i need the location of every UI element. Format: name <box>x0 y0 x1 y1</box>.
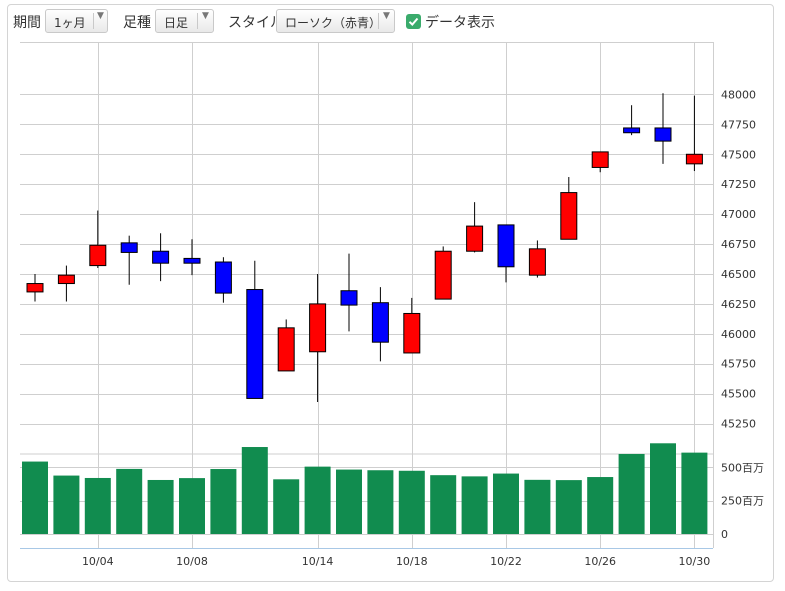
date-tick-label: 10/04 <box>82 555 114 568</box>
price-tick-label: 45500 <box>721 388 756 401</box>
interval-select[interactable]: 日足 ▼ <box>155 9 214 33</box>
volume-bar <box>336 469 362 534</box>
price-tick-label: 45750 <box>721 358 756 371</box>
volume-bar <box>681 452 708 534</box>
candle-down <box>623 127 641 134</box>
candle-up <box>26 283 44 293</box>
volume-bar <box>22 461 48 534</box>
volume-axis-ticks: 0 250百万 500百万 <box>721 461 764 541</box>
volume-bar <box>147 479 174 534</box>
date-tick-label: 10/08 <box>176 555 208 568</box>
date-axis-ticks: 10/04 10/08 10/14 10/18 10/22 10/26 10/30 <box>82 555 710 568</box>
candle-up <box>591 151 609 168</box>
candle-down <box>246 289 264 399</box>
chart-toolbar: 期間 1ヶ月 ▼ 足種 日足 ▼ スタイル ローソク（赤青） ▼ データ表示 <box>8 5 775 37</box>
date-tick-label: 10/22 <box>490 555 522 568</box>
price-axis-ticks: 45250 45500 45750 46000 46250 46500 46750 47000… <box>721 88 756 430</box>
volume-bar <box>650 443 676 534</box>
candle-up <box>434 250 452 300</box>
price-tick-label: 48000 <box>721 88 756 101</box>
style-select[interactable]: ローソク（赤青） ▼ <box>276 9 395 33</box>
volume-tick-label: 250百万 <box>721 495 764 508</box>
price-candles <box>26 93 703 403</box>
candle-up <box>466 225 484 252</box>
volume-bar <box>367 470 394 534</box>
period-select[interactable]: 1ヶ月 ▼ <box>45 9 108 33</box>
candle-down <box>654 127 672 142</box>
volume-bars <box>22 443 708 534</box>
price-tick-label: 46000 <box>721 328 756 341</box>
style-select-value: ローソク（赤青） <box>285 16 382 30</box>
candle-down <box>120 242 138 253</box>
volume-bar <box>618 453 645 534</box>
price-tick-label: 46250 <box>721 298 756 311</box>
chart-grid <box>20 42 714 549</box>
candle-up <box>560 192 578 240</box>
price-tick-label: 46500 <box>721 268 756 281</box>
price-tick-label: 47750 <box>721 118 756 131</box>
price-tick-label: 47500 <box>721 148 756 161</box>
chevron-down-icon: ▼ <box>202 11 209 21</box>
volume-bar <box>53 475 80 534</box>
period-label: 期間 <box>13 15 41 31</box>
volume-bar <box>555 480 582 534</box>
candle-down <box>340 290 358 306</box>
volume-bar <box>241 447 268 534</box>
period-select-value: 1ヶ月 <box>54 16 86 30</box>
date-tick-label: 10/14 <box>302 555 334 568</box>
check-icon <box>408 17 419 26</box>
candle-down <box>152 250 170 264</box>
date-tick-label: 10/30 <box>679 555 711 568</box>
volume-bar <box>493 473 519 534</box>
volume-bar <box>461 476 488 534</box>
candle-down <box>214 261 232 294</box>
candle-down <box>497 224 515 268</box>
volume-bar <box>430 475 457 534</box>
volume-bar <box>179 478 205 534</box>
date-tick-label: 10/18 <box>396 555 428 568</box>
volume-bar <box>84 477 111 534</box>
volume-tick-label: 500百万 <box>721 461 764 474</box>
volume-bar <box>587 477 614 534</box>
candle-up <box>89 244 107 267</box>
price-tick-label: 47000 <box>721 208 756 221</box>
volume-bar <box>398 470 425 534</box>
volume-tick-label: 0 <box>721 528 728 541</box>
candle-up <box>685 153 703 165</box>
candle-down <box>371 302 389 343</box>
candlestick-chart: 45250 45500 45750 46000 46250 46500 46750 47000… <box>20 42 764 568</box>
interval-label: 足種 <box>123 15 151 31</box>
date-tick-label: 10/26 <box>584 555 616 568</box>
show-data-label: データ表示 <box>425 15 495 31</box>
volume-bar <box>273 479 300 534</box>
chevron-down-icon: ▼ <box>383 11 390 21</box>
volume-bar <box>116 468 143 534</box>
candle-up <box>403 312 421 354</box>
price-tick-label: 45250 <box>721 418 756 431</box>
price-tick-label: 47250 <box>721 178 756 191</box>
price-tick-label: 46750 <box>721 238 756 251</box>
candle-up <box>528 248 546 276</box>
candle-up <box>57 274 75 285</box>
candle-down <box>183 257 201 264</box>
volume-bar <box>304 466 331 534</box>
show-data-checkbox[interactable] <box>406 14 421 29</box>
interval-select-value: 日足 <box>164 16 189 30</box>
volume-bar <box>524 479 551 534</box>
chart-panel: 期間 1ヶ月 ▼ 足種 日足 ▼ スタイル ローソク（赤青） ▼ データ表示 4… <box>7 4 774 582</box>
chevron-down-icon: ▼ <box>97 11 104 21</box>
volume-bar <box>210 469 237 534</box>
candle-up <box>277 327 295 372</box>
style-label: スタイル <box>228 15 284 31</box>
candle-up <box>309 303 327 353</box>
